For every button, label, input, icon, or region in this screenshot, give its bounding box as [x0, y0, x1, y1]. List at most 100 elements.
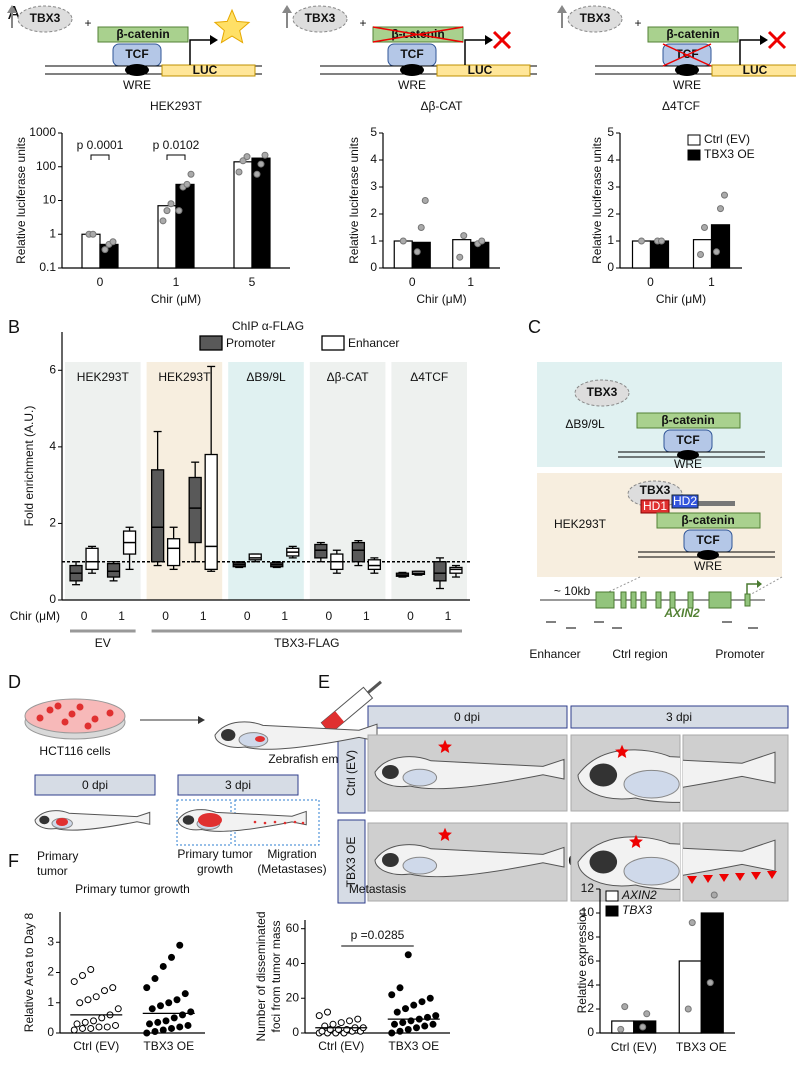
- fish-yolk: [402, 768, 438, 787]
- bar: [710, 224, 731, 269]
- data-point: [396, 984, 404, 992]
- data-point: [706, 979, 714, 987]
- box: [433, 561, 447, 582]
- annotation: p 0.0001: [77, 138, 124, 152]
- tss-arrow: [746, 583, 757, 594]
- bar: [678, 960, 702, 1034]
- label: WRE: [398, 78, 426, 92]
- data-point: [432, 1012, 440, 1020]
- legend-label: Promoter: [226, 336, 275, 350]
- box: [150, 469, 165, 563]
- tumor: [198, 813, 222, 827]
- tss-arrow: [757, 580, 762, 588]
- data-point: [621, 1003, 629, 1011]
- label: WRE: [674, 457, 702, 471]
- bracket: [166, 154, 186, 160]
- fish-eye: [182, 815, 195, 825]
- marker-star: [438, 827, 452, 841]
- y-tick-label: 2: [607, 206, 614, 220]
- data-point: [261, 151, 269, 159]
- bar: [157, 205, 177, 269]
- label: tumor: [37, 864, 68, 878]
- data-point: [109, 984, 117, 992]
- red-cross: [492, 30, 512, 50]
- label: TBX3: [580, 11, 611, 25]
- promoter-arrow: [760, 35, 768, 45]
- y-tick-label: 4: [607, 152, 614, 166]
- legend-swatch: [605, 905, 619, 917]
- data-point: [388, 1029, 396, 1037]
- label: TBX3 OE: [344, 837, 358, 888]
- box: [204, 453, 218, 571]
- connector: [747, 576, 783, 597]
- marker-star: [629, 834, 643, 848]
- chart-title: Primary tumor growth: [75, 882, 190, 896]
- x-axis-label: Chir (μM): [151, 292, 201, 306]
- fish-yolk: [402, 856, 438, 875]
- x-tick-label: TBX3 OE: [143, 1039, 194, 1053]
- legend-swatch: [605, 890, 619, 902]
- data-point: [421, 197, 429, 204]
- label: TCF: [400, 47, 423, 61]
- fish: [34, 810, 151, 831]
- y-tick-label: 0: [49, 592, 56, 606]
- promoter-arrow: [739, 39, 762, 65]
- legend-swatch: [687, 149, 701, 161]
- data-point: [717, 205, 724, 213]
- label: LUC: [193, 63, 218, 77]
- label: TCF: [676, 433, 699, 447]
- bar: [649, 240, 670, 269]
- annotation: p =0.0285: [351, 928, 405, 942]
- y-tick-label: 6: [587, 953, 594, 967]
- promoter-arrow: [485, 35, 493, 45]
- wre: [400, 64, 424, 76]
- marker-star: [615, 744, 629, 758]
- legend-swatch: [687, 134, 701, 146]
- x-tick-label: 1: [281, 609, 288, 623]
- label: HEK293T: [554, 517, 607, 531]
- data-point: [163, 207, 171, 215]
- data-point: [183, 180, 191, 188]
- data-point: [417, 224, 425, 231]
- tbx3-shape: [567, 5, 623, 33]
- data-point: [170, 1014, 178, 1022]
- label: (Metastases): [257, 862, 326, 876]
- chart-title: Metastasis: [349, 882, 406, 896]
- data-point: [187, 170, 195, 178]
- data-point: [391, 1020, 398, 1028]
- label: ~ 10kb: [554, 584, 591, 598]
- y-axis-label: Relative luciferase units: [14, 137, 28, 264]
- y-axis-label: Relative luciferase units: [590, 137, 604, 264]
- label: LUC: [468, 63, 493, 77]
- y-axis-label: foci from tumor mass: [269, 920, 283, 1032]
- data-point: [151, 1027, 159, 1035]
- legend-title: ChIP α-FLAG: [232, 319, 304, 333]
- y-axis-label: Relative luciferase units: [347, 137, 361, 264]
- group-label: HEK293T: [158, 370, 211, 384]
- data-point: [101, 987, 108, 995]
- data-point: [84, 996, 92, 1004]
- label: 0 dpi: [82, 778, 108, 792]
- label: TCF: [125, 47, 148, 61]
- data-point: [658, 237, 665, 245]
- data-point: [399, 237, 407, 245]
- tumor: [56, 818, 68, 826]
- exon: [708, 591, 732, 609]
- data-point: [159, 217, 167, 225]
- chart-title: Δβ-CAT: [420, 99, 463, 113]
- legend-label: TBX3: [622, 903, 652, 917]
- tbx3-shape: [292, 5, 348, 33]
- exon: [744, 593, 751, 607]
- header-box: [337, 732, 366, 814]
- data-point: [410, 1001, 418, 1009]
- label: HD2: [673, 494, 697, 508]
- group-label: HEK293T: [77, 370, 130, 384]
- panel-label: D: [8, 672, 21, 692]
- label: HCT116 cells: [39, 744, 110, 758]
- label: TBX3: [305, 11, 336, 25]
- x-tick-label: TBX3 OE: [388, 1039, 439, 1053]
- data-point: [112, 1021, 119, 1029]
- fish-body: [683, 751, 776, 788]
- data-point: [143, 984, 151, 992]
- x-tick-label: Ctrl (EV): [611, 1040, 657, 1054]
